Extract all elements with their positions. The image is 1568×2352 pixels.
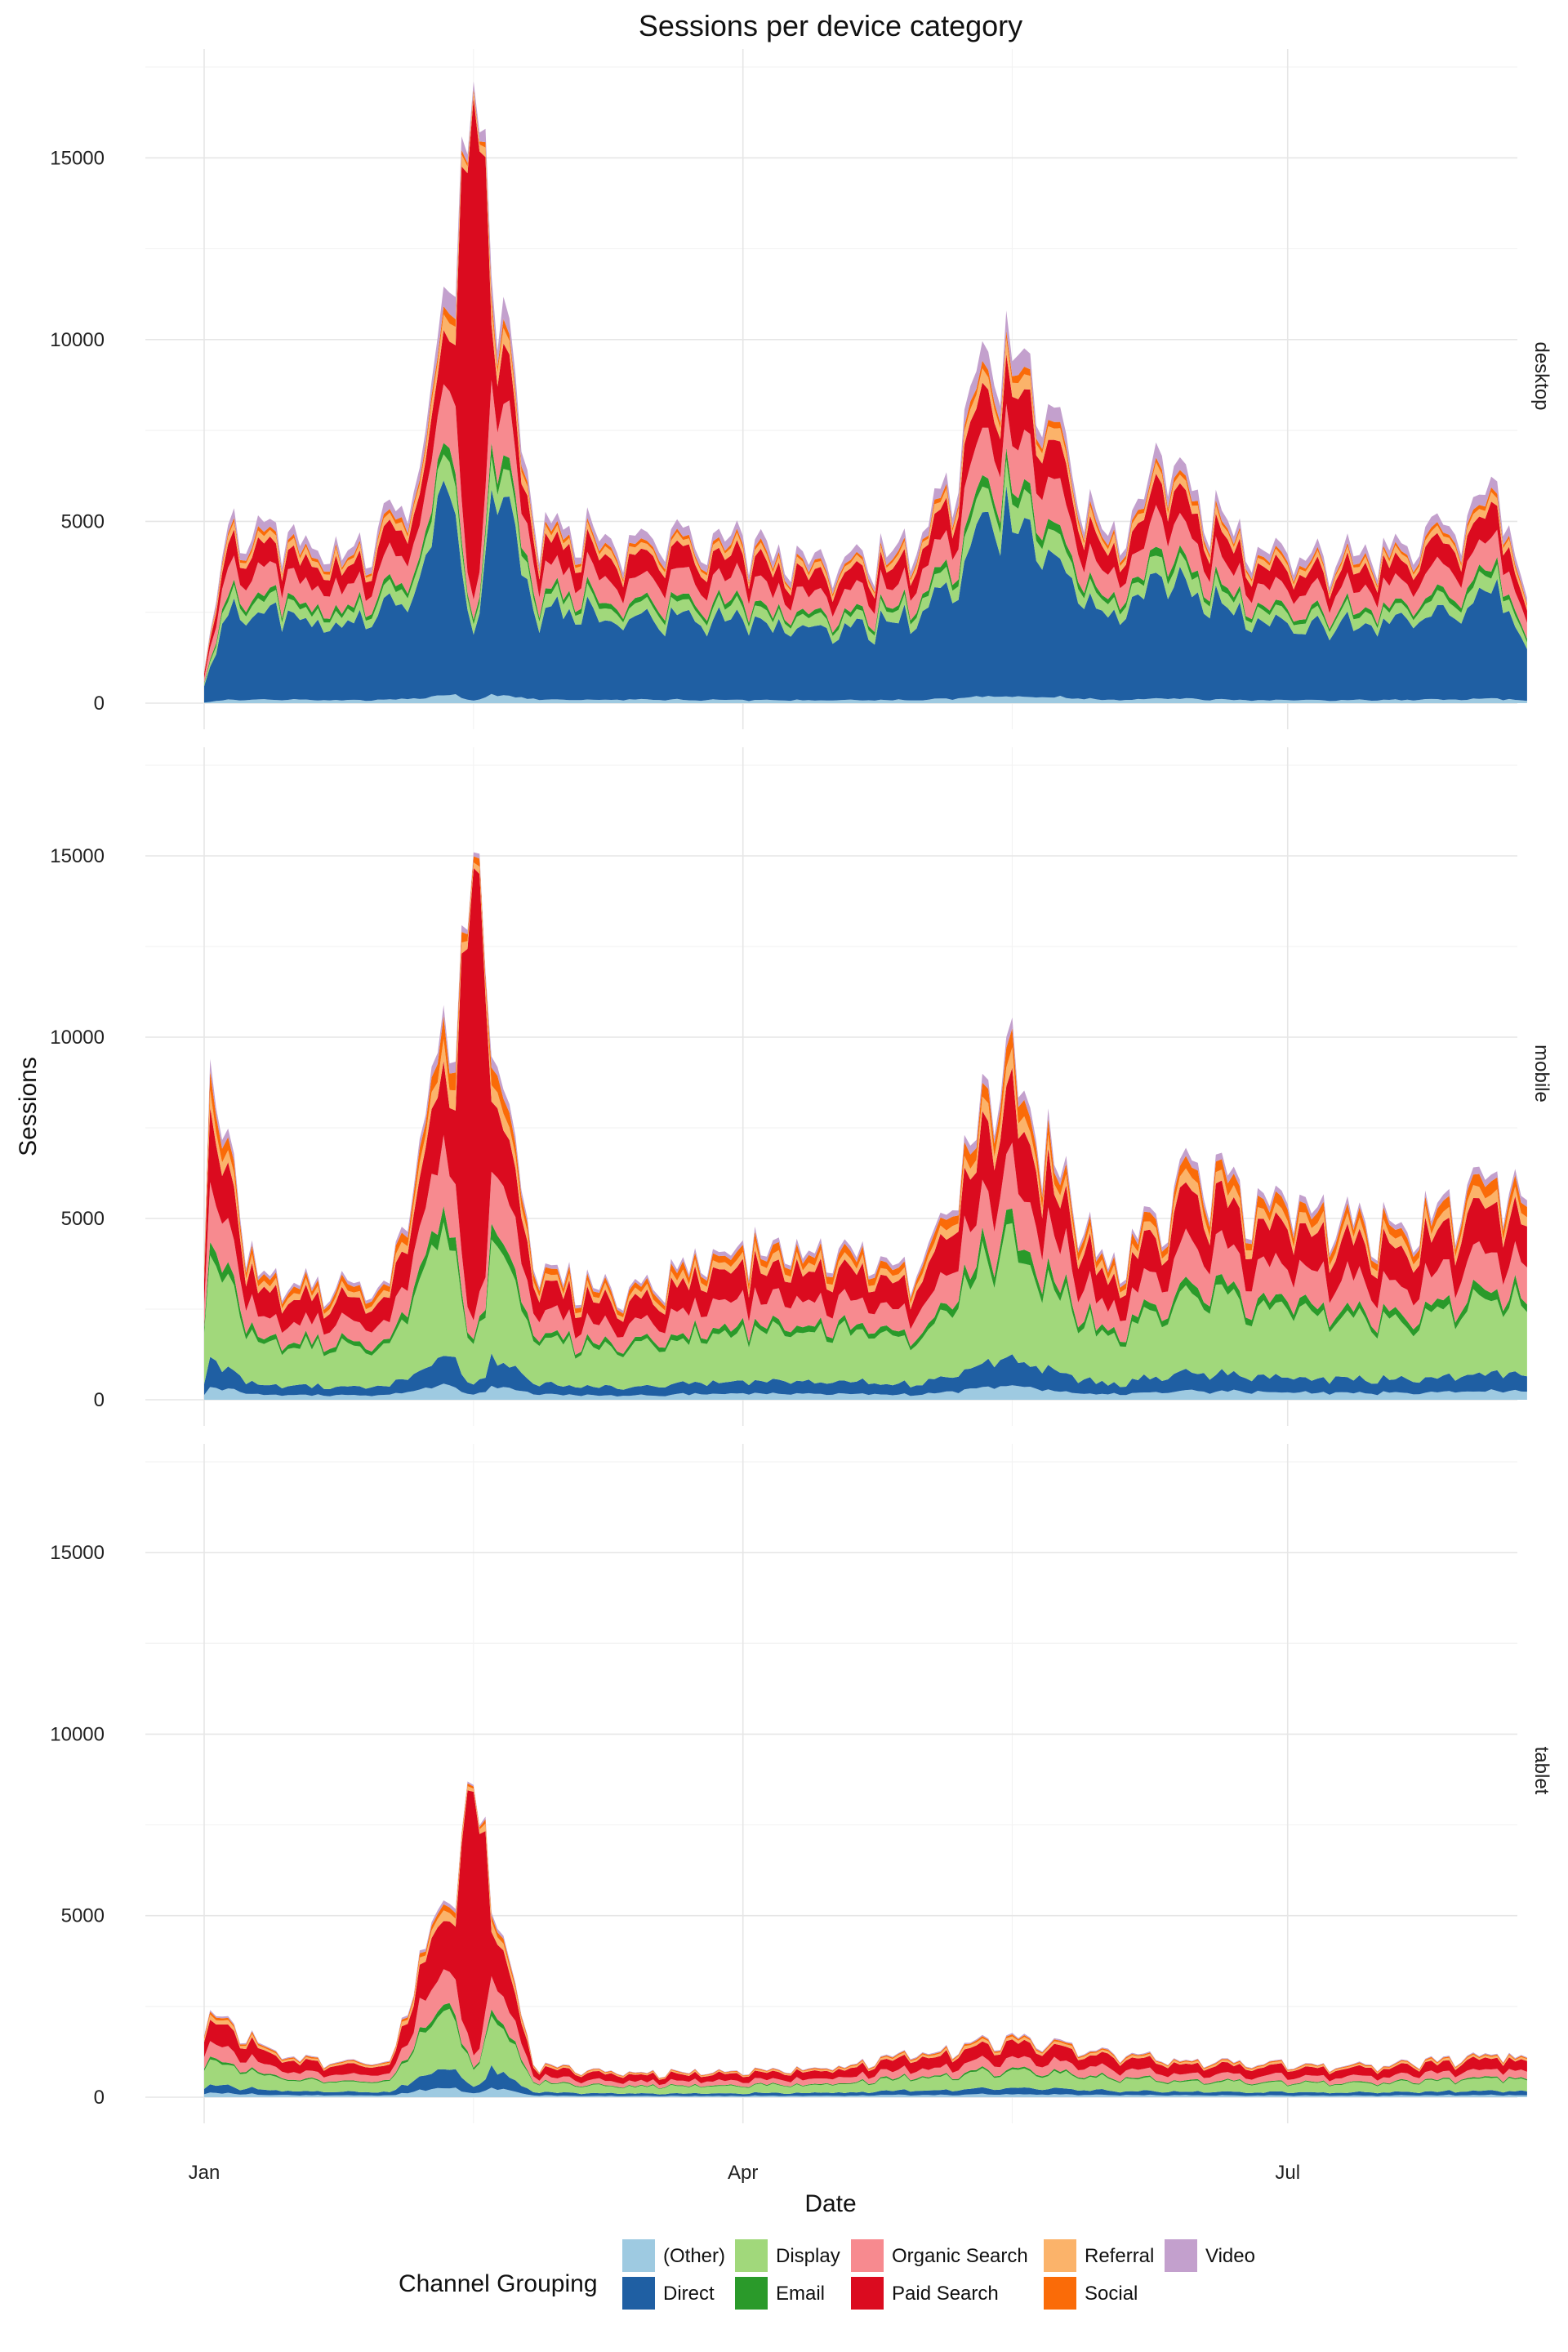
legend-item: Paid Search: [851, 2277, 999, 2310]
y-tick-label: 10000: [50, 329, 105, 351]
y-tick-label: 5000: [61, 510, 105, 532]
legend-swatch: [851, 2239, 884, 2272]
panel-tablet: 0 5000 10000 15000 tablet: [50, 1444, 1552, 2123]
legend-swatch: [735, 2239, 768, 2272]
y-tick-label: 0: [94, 1389, 105, 1411]
y-tick-label: 5000: [61, 1905, 105, 1927]
area-mobile-other: [204, 1383, 1527, 1400]
major-gridlines: [145, 1444, 1517, 2123]
facet-label-desktop: desktop: [1530, 341, 1552, 410]
legend-item: Display: [735, 2239, 840, 2272]
stacked-areas-desktop: [204, 81, 1527, 703]
panel-desktop: 0 5000 10000 15000 desktop: [50, 49, 1552, 729]
legend-label: Email: [776, 2283, 825, 2305]
y-tick-label: 15000: [50, 845, 105, 867]
area-tablet-paid-search: [204, 1790, 1527, 2086]
legend-label: Video: [1205, 2245, 1255, 2267]
y-tick-label: 15000: [50, 147, 105, 169]
legend-title: Channel Grouping: [399, 2270, 598, 2297]
area-tablet-other: [204, 2087, 1527, 2097]
y-tick-label: 10000: [50, 1027, 105, 1049]
legend-item: Referral: [1044, 2239, 1154, 2272]
y-tick-label: 5000: [61, 1208, 105, 1230]
facet-panels: 0 5000 10000 15000 desktop 0 5000 10000 15000 mob…: [50, 49, 1552, 2123]
x-tick-label: Jul: [1275, 2162, 1300, 2184]
area-mobile-organic-search: [204, 1134, 1527, 1355]
facet-label-tablet: tablet: [1530, 1747, 1552, 1795]
area-desktop-other: [204, 693, 1527, 703]
legend-label: Social: [1085, 2283, 1138, 2305]
legend-item: Direct: [622, 2277, 715, 2310]
x-tick-label: Apr: [728, 2162, 758, 2184]
legend-swatch: [1165, 2239, 1197, 2272]
legend: Channel Grouping (Other) Direct Display Ema…: [399, 2239, 1255, 2310]
area-tablet-direct: [204, 2065, 1527, 2096]
legend-swatch: [622, 2277, 655, 2310]
facet-label-mobile: mobile: [1530, 1045, 1552, 1102]
stacked-areas-mobile: [204, 852, 1527, 1400]
legend-swatch: [622, 2239, 655, 2272]
y-tick-label: 0: [94, 693, 105, 715]
legend-label: (Other): [663, 2245, 725, 2267]
legend-label: Organic Search: [892, 2245, 1028, 2267]
legend-label: Display: [776, 2245, 840, 2267]
panel-mobile: 0 5000 10000 15000 mobile: [50, 747, 1552, 1426]
x-tick-label: Jan: [189, 2162, 220, 2184]
y-tick-label: 0: [94, 2087, 105, 2109]
area-tablet-display: [204, 2008, 1527, 2095]
legend-item: Social: [1044, 2277, 1138, 2310]
area-mobile-paid-search: [204, 867, 1527, 1339]
legend-item: Organic Search: [851, 2239, 1028, 2272]
legend-label: Referral: [1085, 2245, 1154, 2267]
x-axis-title: Date: [804, 2190, 856, 2217]
stacked-areas-tablet: [204, 1781, 1527, 2097]
area-desktop-direct: [204, 480, 1527, 703]
chart-title: Sessions per device category: [639, 9, 1022, 42]
y-tick-label: 15000: [50, 1542, 105, 1564]
y-tick-label: 10000: [50, 1723, 105, 1745]
area-tablet-organic-search: [204, 1969, 1527, 2089]
legend-item: Email: [735, 2277, 825, 2310]
legend-swatch: [1044, 2239, 1076, 2272]
legend-swatch: [735, 2277, 768, 2310]
legend-item: (Other): [622, 2239, 725, 2272]
y-axis-title: Sessions: [15, 1057, 42, 1156]
legend-item: Video: [1165, 2239, 1255, 2272]
legend-swatch: [1044, 2277, 1076, 2310]
legend-swatch: [851, 2277, 884, 2310]
legend-label: Paid Search: [892, 2283, 999, 2305]
minor-gridlines: [145, 1444, 1517, 2123]
legend-label: Direct: [663, 2283, 715, 2305]
area-mobile-direct: [204, 1353, 1527, 1396]
area-desktop-paid-search: [204, 97, 1527, 679]
area-mobile-display: [204, 1222, 1527, 1390]
